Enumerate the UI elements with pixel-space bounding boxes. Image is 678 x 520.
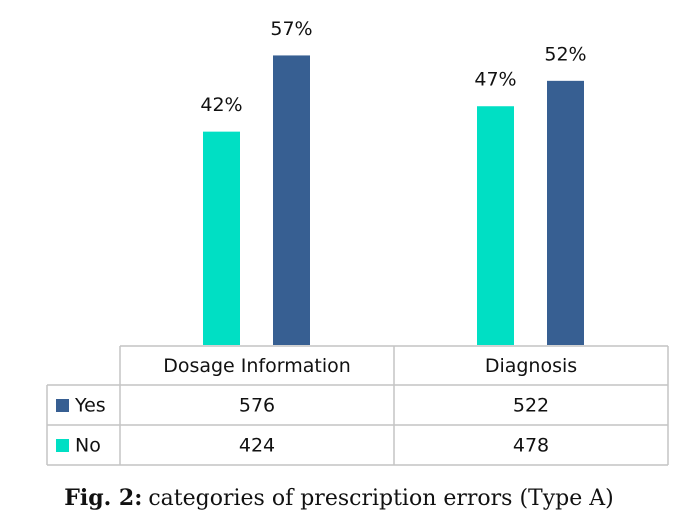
category-label: Dosage Information [163, 355, 351, 377]
table-cell: 522 [513, 395, 549, 417]
bar [547, 80, 584, 345]
value-label: 52% [544, 43, 586, 65]
value-label: 57% [270, 18, 312, 40]
legend-label: Yes [74, 395, 106, 417]
value-label: 47% [474, 69, 516, 91]
legend-swatch [56, 439, 69, 452]
caption-text: categories of prescription errors (Type … [148, 486, 613, 511]
table-cell: 576 [239, 395, 275, 417]
legend-label: No [75, 435, 101, 457]
legend-swatch [56, 399, 69, 412]
table-cell: 424 [239, 435, 275, 457]
table-cell: 478 [513, 435, 549, 457]
bar [273, 55, 310, 345]
caption: Fig. 2: categories of prescription errors… [64, 485, 613, 511]
caption-label: Fig. 2: [64, 485, 142, 511]
value-label: 42% [200, 94, 242, 116]
category-label: Diagnosis [485, 355, 577, 377]
bar [203, 131, 240, 345]
bar [477, 106, 514, 346]
